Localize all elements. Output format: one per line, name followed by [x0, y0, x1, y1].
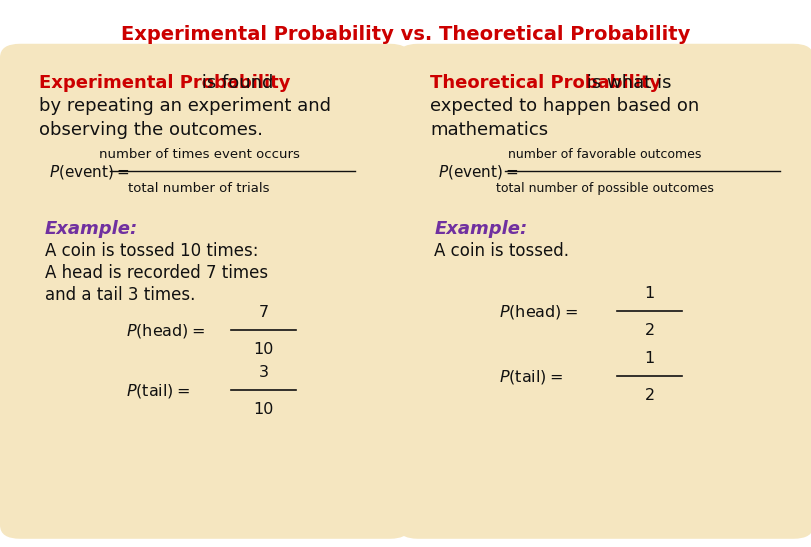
Text: $P(\mathrm{tail}) =$: $P(\mathrm{tail}) =$ [126, 382, 190, 400]
Text: $P(\mathrm{tail}) =$: $P(\mathrm{tail}) =$ [499, 369, 563, 386]
Text: $P(\mathrm{event}) =$: $P(\mathrm{event}) =$ [438, 164, 518, 181]
Text: 2: 2 [644, 388, 654, 403]
Text: 1: 1 [644, 352, 654, 366]
Text: 3: 3 [259, 365, 268, 380]
Text: number of favorable outcomes: number of favorable outcomes [508, 148, 701, 161]
Text: Example:: Example: [434, 220, 527, 238]
Text: total number of trials: total number of trials [128, 182, 269, 195]
Text: 2: 2 [644, 323, 654, 337]
Text: 7: 7 [259, 305, 268, 320]
Text: and a tail 3 times.: and a tail 3 times. [45, 286, 195, 304]
Text: Experimental Probability vs. Theoretical Probability: Experimental Probability vs. Theoretical… [121, 25, 690, 44]
Text: A head is recorded 7 times: A head is recorded 7 times [45, 264, 268, 282]
Text: 1: 1 [644, 286, 654, 301]
Text: Example:: Example: [45, 220, 138, 238]
Text: 10: 10 [253, 342, 274, 357]
Text: number of times event occurs: number of times event occurs [98, 148, 299, 161]
Text: A coin is tossed.: A coin is tossed. [434, 242, 569, 260]
Text: Experimental Probability: Experimental Probability [39, 74, 290, 92]
Text: total number of possible outcomes: total number of possible outcomes [496, 182, 713, 195]
Text: is what is: is what is [580, 74, 670, 92]
Text: is found: is found [195, 74, 272, 92]
Text: Theoretical Probability: Theoretical Probability [430, 74, 661, 92]
Text: A coin is tossed 10 times:: A coin is tossed 10 times: [45, 242, 258, 260]
Text: by repeating an experiment and: by repeating an experiment and [39, 97, 331, 115]
Text: 10: 10 [253, 402, 274, 417]
Text: mathematics: mathematics [430, 121, 547, 139]
Text: $P(\mathrm{event}) =$: $P(\mathrm{event}) =$ [49, 164, 129, 181]
Text: $P(\mathrm{head}) =$: $P(\mathrm{head}) =$ [126, 322, 204, 340]
Text: observing the outcomes.: observing the outcomes. [39, 121, 263, 139]
Text: expected to happen based on: expected to happen based on [430, 97, 699, 115]
Text: $P(\mathrm{head}) =$: $P(\mathrm{head}) =$ [499, 303, 577, 321]
